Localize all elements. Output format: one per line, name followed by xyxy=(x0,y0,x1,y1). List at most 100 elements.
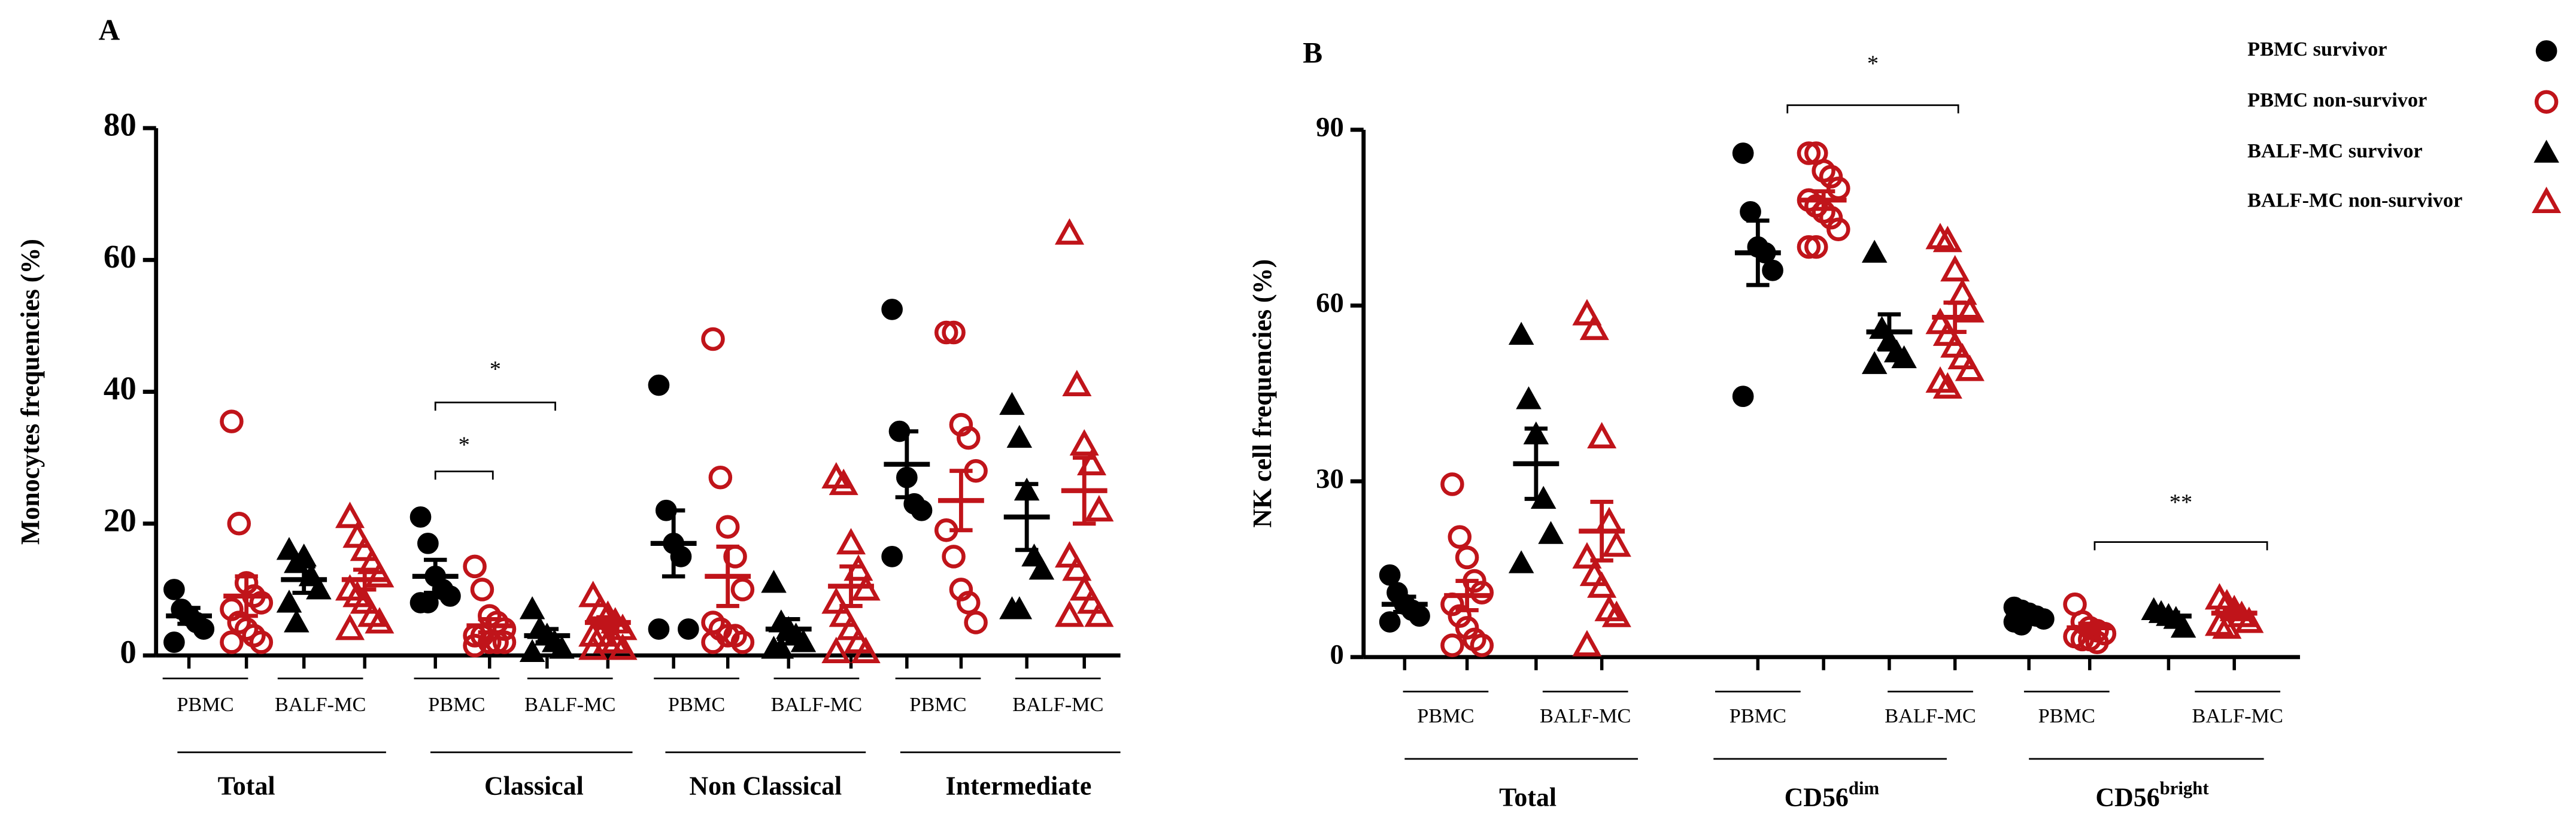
data-point xyxy=(519,639,545,663)
data-point xyxy=(549,636,575,659)
data-point xyxy=(1077,587,1107,614)
data-point xyxy=(1470,633,1494,657)
sem-bar xyxy=(1015,482,1039,552)
sem-bar xyxy=(1524,426,1548,501)
group-label: CD56dim xyxy=(1785,778,1880,812)
data-point xyxy=(1054,218,1085,245)
data-point xyxy=(350,535,380,561)
sem-bar xyxy=(2222,608,2246,619)
data-point xyxy=(1538,521,1564,544)
data-point xyxy=(1455,616,1479,640)
data-point xyxy=(1925,308,1955,335)
sem-bar xyxy=(535,627,559,645)
data-point xyxy=(1084,600,1114,627)
sem-bar xyxy=(949,469,973,533)
sem-bar xyxy=(353,567,377,592)
sem-bar xyxy=(2078,621,2101,634)
data-point xyxy=(829,600,858,627)
data-point xyxy=(701,327,725,351)
data-point xyxy=(836,614,866,640)
data-point xyxy=(276,590,302,613)
subgroup-label: PBMC xyxy=(1730,704,1786,727)
subgroup-label: BALF-MC xyxy=(1012,693,1103,716)
data-point xyxy=(1861,239,1888,263)
significance-bracket xyxy=(2093,541,2268,551)
data-point xyxy=(1516,386,1542,409)
data-point xyxy=(851,636,881,663)
data-point xyxy=(1579,560,1609,587)
data-point xyxy=(1732,385,1754,408)
group-label: Total xyxy=(1499,783,1556,812)
y-tick-label: 40 xyxy=(104,370,136,406)
data-point xyxy=(911,499,933,521)
data-point xyxy=(519,596,545,619)
sem-bar xyxy=(716,544,739,608)
subgroup-label: PBMC xyxy=(428,693,485,716)
sem-bar xyxy=(596,615,620,630)
data-point xyxy=(956,591,981,615)
data-point xyxy=(670,546,692,567)
subgroup-label: PBMC xyxy=(2038,704,2095,727)
data-point xyxy=(2170,615,2196,638)
sem-bar xyxy=(1393,594,1416,614)
significance-bracket xyxy=(434,402,556,411)
subgroup-label: BALF-MC xyxy=(275,693,366,716)
legend-marker xyxy=(2535,40,2557,62)
data-point xyxy=(956,426,981,450)
y-tick-label: 60 xyxy=(1316,287,1344,318)
data-point xyxy=(578,581,608,608)
group-label: Total xyxy=(218,772,275,800)
data-point xyxy=(730,578,755,602)
data-point xyxy=(1955,296,1985,323)
data-point xyxy=(1470,581,1494,605)
data-point xyxy=(821,636,851,663)
sem-bar xyxy=(478,617,501,634)
data-point xyxy=(1084,495,1114,522)
subgroup-label: PBMC xyxy=(177,693,233,716)
significance-label: * xyxy=(1867,51,1879,77)
data-point xyxy=(1069,574,1099,601)
group-label-sup: dim xyxy=(1849,778,1880,798)
subgroup-label: PBMC xyxy=(909,693,966,716)
subgroup-label: PBMC xyxy=(668,693,725,716)
data-point xyxy=(790,629,817,652)
data-point xyxy=(1062,369,1092,396)
sem-bar xyxy=(777,617,800,641)
y-tick-label: 0 xyxy=(1330,639,1343,670)
legend-marker xyxy=(2534,90,2559,114)
sem-bar xyxy=(424,557,447,595)
data-point xyxy=(1572,299,1602,326)
group-label: Classical xyxy=(484,772,584,800)
data-point xyxy=(492,630,517,654)
sem-bar xyxy=(1943,300,1967,334)
data-point xyxy=(1028,557,1055,580)
significance-bracket xyxy=(434,470,494,480)
significance-label: ** xyxy=(2170,490,2192,515)
panel-title: B xyxy=(1303,37,1322,69)
y-tick-label: 60 xyxy=(104,238,136,275)
data-point xyxy=(1932,226,1962,253)
data-point xyxy=(1947,342,1977,370)
data-point xyxy=(768,636,794,659)
data-point xyxy=(335,614,365,640)
data-point xyxy=(999,391,1025,415)
data-point xyxy=(163,631,185,653)
data-point xyxy=(821,587,851,614)
sem-bar xyxy=(895,429,919,500)
y-axis-label: NK cell frequencies (%) xyxy=(1248,259,1277,528)
data-point xyxy=(1572,542,1602,569)
y-tick-label: 0 xyxy=(120,634,136,670)
data-point xyxy=(715,515,740,539)
data-point xyxy=(249,630,274,654)
sem-bar xyxy=(292,564,315,595)
data-point xyxy=(1861,351,1888,374)
data-point xyxy=(365,607,395,634)
y-tick-label: 90 xyxy=(1316,112,1344,143)
data-point xyxy=(1069,429,1099,456)
significance-bracket xyxy=(1786,104,1959,114)
sem-bar xyxy=(2017,611,2041,621)
data-point xyxy=(1587,571,1617,598)
sem-bar xyxy=(1877,312,1901,352)
legend-label: BALF-MC survivor xyxy=(2247,139,2422,162)
data-point xyxy=(881,546,903,567)
